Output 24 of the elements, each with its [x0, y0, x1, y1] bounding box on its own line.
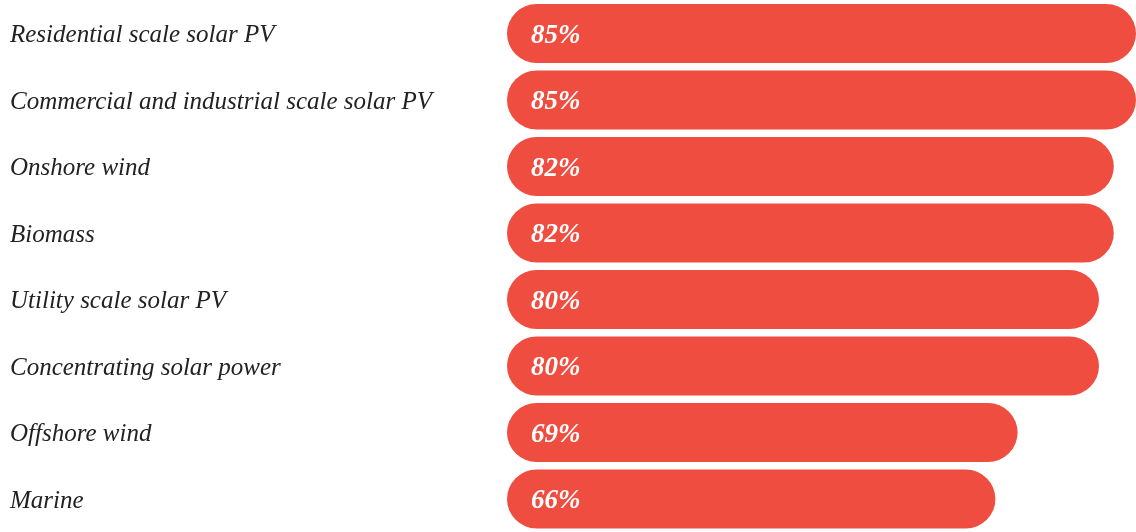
data-label: 80%	[531, 284, 581, 315]
data-label: 69%	[531, 417, 581, 448]
bar	[507, 203, 1114, 263]
y-tick-label: Residential scale solar PV	[9, 19, 278, 47]
y-tick-label: Onshore wind	[10, 152, 151, 180]
data-label: 80%	[531, 351, 581, 381]
data-label: 82%	[531, 218, 581, 248]
y-tick-label: Offshore wind	[10, 418, 152, 446]
bar	[507, 70, 1136, 130]
bar	[507, 270, 1099, 329]
data-label: 66%	[531, 484, 581, 514]
y-tick-label: Marine	[9, 485, 84, 513]
bar	[507, 137, 1114, 196]
bar	[507, 336, 1099, 396]
data-label: 85%	[531, 85, 581, 115]
data-label: 85%	[531, 18, 581, 49]
bar	[507, 403, 1018, 462]
y-tick-label: Commercial and industrial scale solar PV	[10, 86, 435, 114]
y-tick-label: Concentrating solar power	[10, 352, 282, 380]
y-tick-label: Utility scale solar PV	[10, 285, 229, 313]
bar	[507, 469, 996, 529]
y-tick-label: Biomass	[10, 219, 95, 247]
data-label: 82%	[531, 151, 581, 182]
bar	[507, 4, 1136, 63]
